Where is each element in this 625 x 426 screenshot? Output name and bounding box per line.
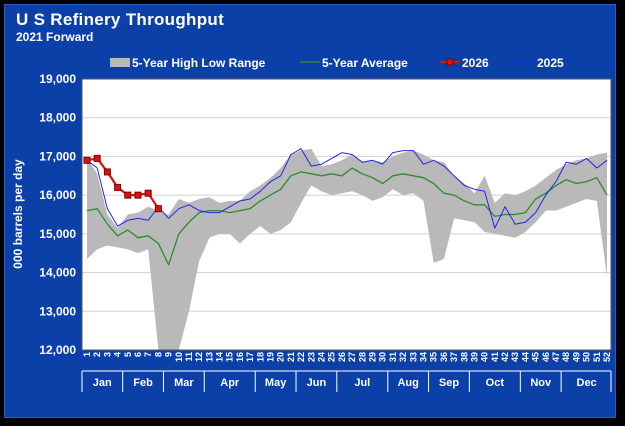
month-label-feb: Feb: [133, 377, 153, 389]
x-tick-label-w17: 17: [245, 352, 255, 362]
x-tick-label-w8: 8: [153, 352, 163, 357]
y-tick-label-0: 12,000: [39, 343, 76, 357]
x-tick-label-w39: 39: [469, 352, 479, 362]
point-2026-w7: [144, 189, 152, 197]
legend-label-range: 5-Year High Low Range: [132, 56, 266, 70]
x-tick-label-w14: 14: [215, 352, 225, 362]
average-line: [86, 167, 608, 266]
y-tick-label-6: 18,000: [39, 111, 76, 125]
x-tick-label-w7: 7: [143, 352, 153, 357]
x-tick-label-w49: 49: [571, 352, 581, 362]
x-tick-label-w1: 1: [82, 352, 92, 357]
legend-marker-2026: [446, 58, 454, 66]
x-tick-label-w4: 4: [113, 352, 123, 357]
month-label-apr: Apr: [220, 377, 240, 389]
x-tick-label-w16: 16: [235, 352, 245, 362]
x-tick-label-w48: 48: [561, 352, 571, 362]
y-tick-label-2: 14,000: [39, 266, 76, 280]
x-tick-label-w29: 29: [367, 352, 377, 362]
month-label-jan: Jan: [93, 377, 112, 389]
x-tick-label-w21: 21: [286, 352, 296, 362]
x-tick-label-w18: 18: [255, 352, 265, 362]
x-tick-label-w26: 26: [337, 352, 347, 362]
x-tick-label-w46: 46: [541, 352, 551, 362]
plot-border: [81, 78, 612, 351]
x-tick-label-w52: 52: [602, 352, 612, 362]
plot-layer: [81, 78, 612, 351]
plot-content: [82, 79, 611, 350]
x-tick-label-w37: 37: [449, 352, 459, 362]
point-2026-w3: [103, 168, 111, 176]
x-tick-label-w9: 9: [164, 352, 174, 357]
legend-label-average: 5-Year Average: [322, 56, 408, 70]
x-tick-label-w11: 11: [184, 352, 194, 362]
x-tick-label-w47: 47: [551, 352, 561, 362]
x-tick-label-w15: 15: [225, 352, 235, 362]
month-label-dec: Dec: [577, 377, 597, 389]
legend: 5-Year High Low Range 5-Year Average 202…: [110, 56, 564, 70]
legend-label-2025: 2025: [537, 56, 564, 70]
month-label-mar: Mar: [174, 377, 194, 389]
point-2026-w6: [134, 191, 142, 199]
x-tick-label-w19: 19: [266, 352, 276, 362]
x-tick-label-w30: 30: [378, 352, 388, 362]
month-label-oct: Oct: [486, 377, 505, 389]
legend-label-2026: 2026: [462, 56, 489, 70]
y-axis-label: 000 barrels per day: [11, 159, 25, 269]
x-tick-label-w27: 27: [347, 352, 357, 362]
axis-layer: 12,000 13,000 14,000 15,000 16,000 17,000 18,0…: [39, 72, 612, 392]
x-tick-label-w13: 13: [204, 352, 214, 362]
x-tick-label-w10: 10: [174, 352, 184, 362]
x-tick-label-w2: 2: [92, 352, 102, 357]
x-tick-label-w22: 22: [296, 352, 306, 362]
month-label-sep: Sep: [439, 377, 459, 389]
x-tick-label-w24: 24: [317, 352, 327, 362]
month-label-jul: Jul: [354, 377, 370, 389]
x-tick-label-w20: 20: [276, 352, 286, 362]
x-tick-label-w25: 25: [327, 352, 337, 362]
x-tick-label-w32: 32: [398, 352, 408, 362]
month-label-may: May: [265, 377, 287, 389]
month-label-nov: Nov: [530, 377, 552, 389]
x-tick-label-w5: 5: [123, 352, 133, 357]
x-tick-label-w28: 28: [357, 352, 367, 362]
point-2026-w4: [114, 183, 122, 191]
x-tick-label-w50: 50: [582, 352, 592, 362]
x-tick-label-w36: 36: [439, 352, 449, 362]
x-tick-label-w12: 12: [194, 352, 204, 362]
x-tick-label-w43: 43: [510, 352, 520, 362]
x-tick-label-w34: 34: [418, 352, 428, 362]
x-tick-label-w3: 3: [102, 352, 112, 357]
x-tick-label-w51: 51: [592, 352, 602, 362]
x-tick-label-w40: 40: [480, 352, 490, 362]
month-label-jun: Jun: [307, 377, 327, 389]
x-tick-label-w44: 44: [520, 352, 530, 362]
series-2025-line: [86, 148, 608, 229]
x-tick-label-w45: 45: [531, 352, 541, 362]
x-tick-label-w23: 23: [306, 352, 316, 362]
y-tick-label-4: 16,000: [39, 188, 76, 202]
x-tick-label-w31: 31: [388, 352, 398, 362]
point-2026-w2: [93, 154, 101, 162]
x-tick-label-w38: 38: [459, 352, 469, 362]
point-2026-w5: [124, 191, 132, 199]
x-tick-label-w6: 6: [133, 352, 143, 357]
y-tick-label-1: 13,000: [39, 304, 76, 318]
point-2026-w1: [83, 156, 91, 164]
y-tick-label-5: 17,000: [39, 149, 76, 163]
range-band: [87, 148, 607, 350]
y-tick-label-3: 15,000: [39, 227, 76, 241]
y-tick-label-7: 19,000: [39, 72, 76, 86]
point-2026-w8: [154, 205, 162, 213]
legend-swatch-range: [110, 58, 130, 67]
x-tick-label-w41: 41: [490, 352, 500, 362]
x-tick-label-w35: 35: [429, 352, 439, 362]
chart-title: U S Refinery Throughput: [16, 10, 225, 29]
chart-subtitle: 2021 Forward: [16, 30, 94, 44]
x-tick-label-w33: 33: [408, 352, 418, 362]
x-tick-label-w42: 42: [500, 352, 510, 362]
month-label-aug: Aug: [397, 377, 418, 389]
